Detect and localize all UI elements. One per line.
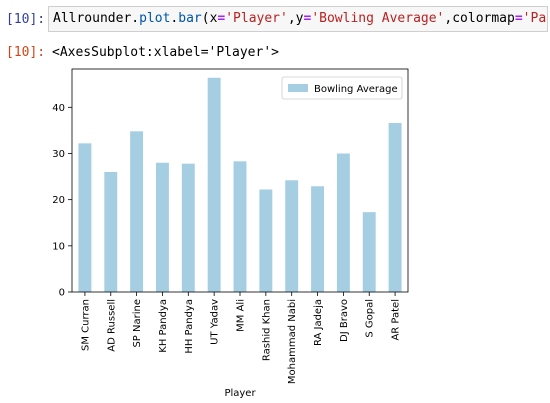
x-tick-label: RA Jadeja (313, 299, 324, 346)
code-attr-plot: plot (139, 11, 171, 26)
y-tick-label: 30 (52, 149, 65, 160)
code-string-player: 'Player' (225, 11, 288, 26)
output-text: <AxesSubplot:xlabel='Player'> (52, 45, 279, 60)
bar (104, 171, 118, 292)
bar (388, 123, 402, 292)
legend-box (281, 76, 403, 100)
x-tick-label: MM Ali (236, 299, 247, 332)
code-kw-colormap: colormap (452, 11, 515, 26)
x-tick-label: SM Curran (80, 299, 91, 351)
x-tick-label: S Gopal (365, 299, 376, 338)
y-tick-label: 0 (59, 288, 65, 299)
bar (311, 186, 324, 292)
code-comma: , (444, 11, 453, 26)
bar (130, 131, 144, 292)
y-tick-label: 40 (52, 103, 65, 114)
bar (233, 161, 247, 292)
x-tick-label: Rashid Khan (261, 299, 272, 361)
code-paren-open: ( (201, 11, 210, 26)
input-prompt: [10]: (6, 12, 46, 27)
y-tick-label: 20 (52, 195, 65, 206)
code-equals: = (303, 11, 312, 26)
x-axis-title: Player (224, 388, 256, 399)
output-prompt: [10]: (6, 45, 46, 60)
code-string-bowling-average: 'Bowling Average' (311, 11, 445, 26)
bar (362, 212, 376, 292)
x-tick-label: KH Pandya (158, 299, 169, 353)
bar (78, 143, 92, 292)
bar (336, 153, 350, 292)
bar (156, 162, 169, 292)
x-tick-label: HH Pandya (184, 299, 195, 354)
x-tick-label: AR Patel (391, 299, 402, 341)
bar (259, 189, 273, 292)
x-tick-label: DJ Bravo (339, 299, 350, 342)
code-equals: = (217, 11, 226, 26)
code-equals: = (514, 11, 523, 26)
code-kw-x: x (209, 11, 218, 26)
x-tick-label: AD Russell (106, 299, 117, 352)
code-kw-y: y (295, 11, 304, 26)
bar (285, 180, 299, 292)
bar (207, 77, 221, 293)
legend-label: Bowling Average (314, 84, 398, 95)
code-object: Allrounder (53, 11, 132, 26)
x-tick-label: Mohammad Nabi (287, 299, 298, 384)
x-tick-label: UT Yadav (210, 299, 221, 345)
code-string-paired: 'Paired' (522, 11, 547, 26)
bar (181, 163, 195, 292)
code-comma: , (287, 11, 296, 26)
legend-swatch (288, 84, 308, 92)
y-tick-label: 10 (52, 241, 65, 252)
x-tick-label: SP Narine (132, 299, 143, 348)
code-attr-bar: bar (178, 11, 202, 26)
code-dot: . (170, 11, 179, 26)
code-cell[interactable]: Allrounder.plot.bar(x='Player',y='Bowlin… (48, 6, 548, 32)
code-dot: . (131, 11, 140, 26)
